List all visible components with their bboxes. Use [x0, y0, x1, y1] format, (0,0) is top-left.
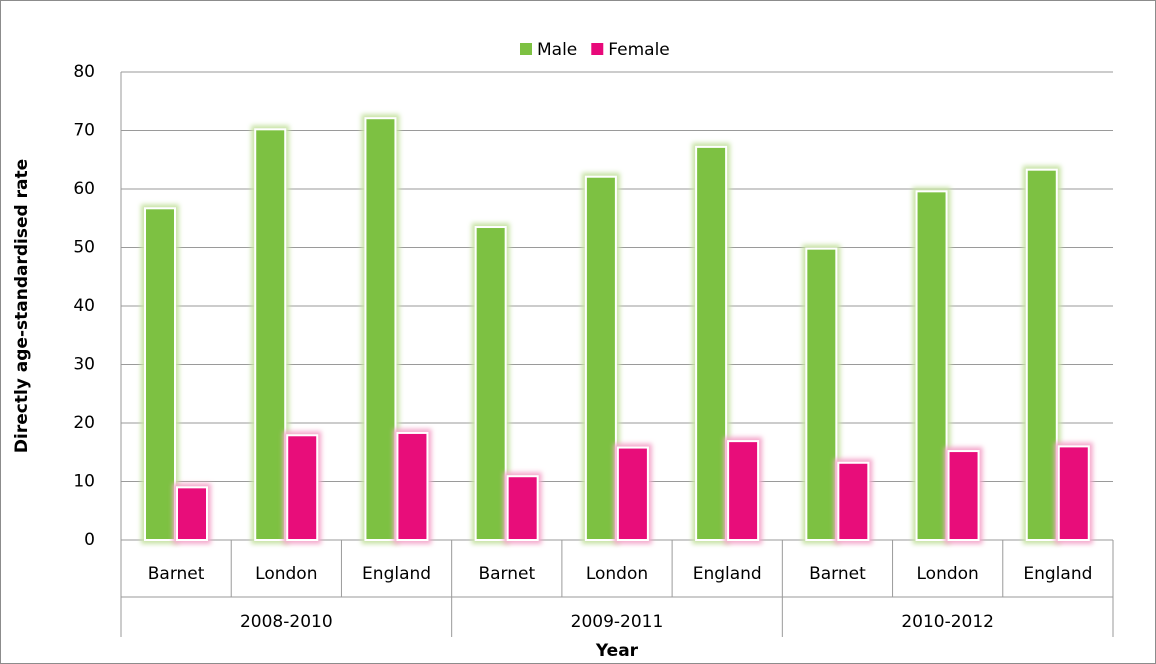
bar [837, 461, 870, 541]
x-tick-label: Barnet [478, 564, 535, 584]
y-tick-label: 20 [73, 413, 95, 433]
group-label: 2009-2011 [571, 612, 664, 632]
y-tick-label: 60 [73, 179, 95, 199]
x-tick-label: Barnet [809, 564, 866, 584]
x-tick-label: England [362, 564, 431, 584]
bar [506, 475, 539, 541]
legend-swatch [520, 43, 532, 55]
y-tick-label: 30 [73, 355, 95, 375]
y-tick-label: 40 [73, 296, 95, 316]
group-label: 2010-2012 [901, 612, 994, 632]
y-tick-label: 10 [73, 472, 95, 492]
group-label: 2008-2010 [240, 612, 333, 632]
bar [616, 446, 649, 542]
legend-label: Male [537, 40, 577, 60]
bar [915, 190, 948, 541]
bar [286, 434, 319, 541]
y-axis-label: Directly age-standardised rate [12, 159, 32, 453]
bar [176, 486, 208, 542]
y-tick-label: 80 [73, 62, 95, 82]
x-tick-label: Barnet [148, 564, 205, 584]
x-tick-label: London [586, 564, 648, 584]
bar [727, 440, 760, 542]
x-tick-label: England [1023, 564, 1092, 584]
bar [1025, 168, 1058, 541]
x-axis-label: Year [595, 641, 639, 661]
y-tick-label: 0 [84, 530, 95, 550]
y-tick-label: 70 [73, 121, 95, 141]
bar [396, 431, 429, 542]
x-tick-label: England [693, 564, 762, 584]
bar [584, 175, 617, 541]
bar [805, 247, 838, 541]
bar [947, 450, 980, 541]
bar [254, 128, 287, 542]
y-tick-label: 50 [73, 238, 95, 258]
legend-swatch [591, 43, 604, 55]
x-tick-label: London [917, 564, 979, 584]
bar [695, 145, 728, 541]
bar [364, 117, 397, 541]
bar [144, 207, 176, 541]
bar [474, 226, 507, 541]
legend-label: Female [608, 40, 669, 60]
x-tick-label: London [255, 564, 317, 584]
bar [1057, 445, 1090, 541]
